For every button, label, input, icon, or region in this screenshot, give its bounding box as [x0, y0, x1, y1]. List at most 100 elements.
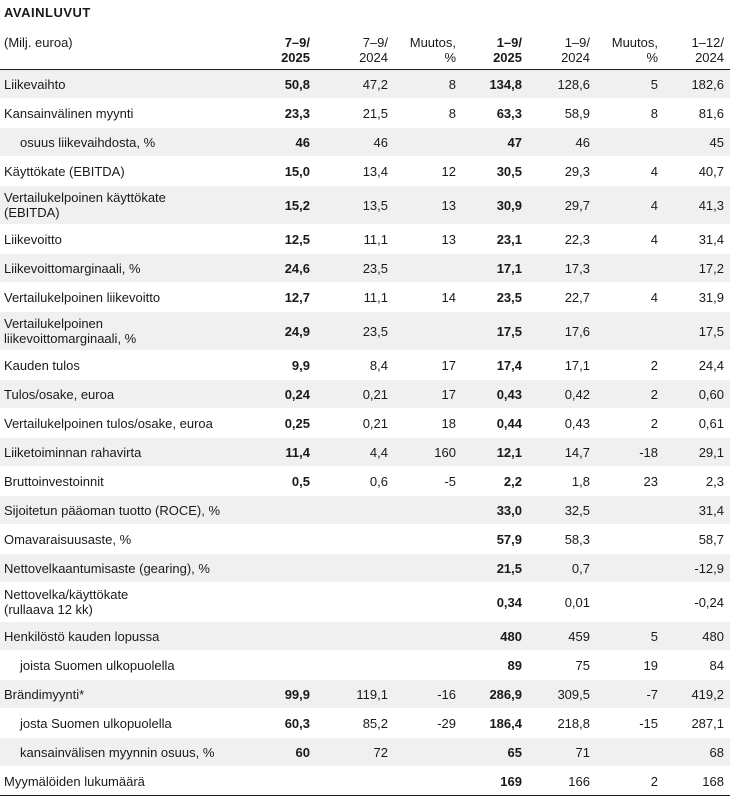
table-cell: 12,7 [258, 282, 316, 312]
table-cell: 58,9 [528, 98, 596, 128]
table-cell [316, 553, 394, 583]
table-cell: -15 [596, 708, 664, 738]
table-cell: 287,1 [664, 708, 730, 738]
table-row: joista Suomen ulkopuolella 89 75 19 84 [0, 650, 730, 680]
table-cell: 309,5 [528, 679, 596, 709]
table-cell: 2 [596, 766, 664, 796]
table-cell: 30,9 [462, 185, 528, 225]
table-row: Vertailukelpoinen liikevoittomarginaali, … [0, 311, 730, 351]
table-cell: 5 [596, 69, 664, 99]
table-cell [258, 621, 316, 651]
table-cell: 4 [596, 156, 664, 186]
row-label: Liiketoiminnan rahavirta [0, 437, 258, 467]
table-cell: 9,9 [258, 350, 316, 380]
table-cell: 17,4 [462, 350, 528, 380]
table-cell: 480 [462, 621, 528, 651]
row-label: Sijoitetun pääoman tuotto (ROCE), % [0, 495, 258, 525]
table-row: Nettovelka/käyttökate (rullaava 12 kk) 0,3… [0, 582, 730, 622]
table-cell: 286,9 [462, 679, 528, 709]
table-cell: 0,43 [528, 408, 596, 438]
key-figures-table: (Milj. euroa) 7–9/2025 7–9/2024 Muutos,%… [0, 33, 730, 796]
table-cell: 29,7 [528, 185, 596, 225]
table-cell [596, 495, 664, 525]
row-label: Nettovelkaantumisaste (gearing), % [0, 553, 258, 583]
col-header-change-q3: Muutos,% [394, 33, 462, 70]
table-row: Liiketoiminnan rahavirta 11,4 4,4 160 12,1 14… [0, 437, 730, 467]
table-cell: 2 [596, 379, 664, 409]
table-cell: 182,6 [664, 69, 730, 99]
table-cell [316, 582, 394, 622]
table-row: Liikevoittomarginaali, % 24,6 23,5 17,1 17,3… [0, 253, 730, 283]
table-cell: 0,61 [664, 408, 730, 438]
col-header-ytd-2025: 1–9/2025 [462, 33, 528, 70]
table-cell: 17,2 [664, 253, 730, 283]
table-row: Brändimyynti* 99,9 119,1 -16 286,9 309,5 -7 419… [0, 679, 730, 709]
table-cell: 8 [394, 98, 462, 128]
table-cell: 71 [528, 737, 596, 767]
table-row: Liikevaihto 50,8 47,2 8 134,8 128,6 5 182,6 [0, 69, 730, 99]
table-cell: 41,3 [664, 185, 730, 225]
table-cell: 2 [596, 350, 664, 380]
table-cell: 160 [394, 437, 462, 467]
table-row: Henkilöstö kauden lopussa 480 459 5 480 [0, 621, 730, 651]
table-cell [258, 524, 316, 554]
table-cell: 60,3 [258, 708, 316, 738]
table-cell: 0,21 [316, 408, 394, 438]
table-cell [258, 495, 316, 525]
table-cell: 12,5 [258, 224, 316, 254]
table-cell [394, 582, 462, 622]
table-cell: 23,1 [462, 224, 528, 254]
table-cell: 63,3 [462, 98, 528, 128]
table-cell: 13 [394, 185, 462, 225]
table-cell: 17,6 [528, 311, 596, 351]
col-header-ytd-2024: 1–9/2024 [528, 33, 596, 70]
table-cell: 65 [462, 737, 528, 767]
table-cell: 19 [596, 650, 664, 680]
header-row: (Milj. euroa) 7–9/2025 7–9/2024 Muutos,%… [0, 33, 730, 70]
table-cell [394, 495, 462, 525]
table-cell [394, 311, 462, 351]
table-cell: 31,9 [664, 282, 730, 312]
table-cell [394, 524, 462, 554]
table-cell: 17,5 [462, 311, 528, 351]
table-row: Vertailukelpoinen liikevoitto 12,7 11,1 14 2… [0, 282, 730, 312]
table-row: Tulos/osake, euroa 0,24 0,21 17 0,43 0,42 2 0,6… [0, 379, 730, 409]
table-cell: 60 [258, 737, 316, 767]
table-row: Kauden tulos 9,9 8,4 17 17,4 17,1 2 24,4 [0, 350, 730, 380]
table-cell [394, 253, 462, 283]
table-cell: 166 [528, 766, 596, 796]
row-label: Käyttökate (EBITDA) [0, 156, 258, 186]
row-label: Nettovelka/käyttökate (rullaava 12 kk) [0, 582, 258, 622]
table-cell: 0,21 [316, 379, 394, 409]
table-cell: 47 [462, 127, 528, 157]
table-cell: 13,5 [316, 185, 394, 225]
table-cell: 4 [596, 282, 664, 312]
table-row: kansainvälisen myynnin osuus, % 60 72 65 71 6… [0, 737, 730, 767]
table-cell: 1,8 [528, 466, 596, 496]
table-cell: 47,2 [316, 69, 394, 99]
table-cell: 17,5 [664, 311, 730, 351]
table-cell: 58,3 [528, 524, 596, 554]
table-cell: 18 [394, 408, 462, 438]
row-label: Myymälöiden lukumäärä [0, 766, 258, 796]
table-cell: 13 [394, 224, 462, 254]
table-cell: 12 [394, 156, 462, 186]
table-row: Sijoitetun pääoman tuotto (ROCE), % 33,0 3… [0, 495, 730, 525]
row-label: josta Suomen ulkopuolella [0, 708, 258, 738]
table-cell: 459 [528, 621, 596, 651]
table-cell: 24,6 [258, 253, 316, 283]
table-cell [596, 253, 664, 283]
table-cell: 168 [664, 766, 730, 796]
table-cell: 0,43 [462, 379, 528, 409]
table-cell: 14,7 [528, 437, 596, 467]
table-cell [394, 650, 462, 680]
table-cell: 33,0 [462, 495, 528, 525]
table-cell: 2,3 [664, 466, 730, 496]
table-row: Käyttökate (EBITDA) 15,0 13,4 12 30,5 29,3 4 40… [0, 156, 730, 186]
table-cell [394, 553, 462, 583]
row-label: kansainvälisen myynnin osuus, % [0, 737, 258, 767]
table-cell: 21,5 [316, 98, 394, 128]
table-cell: 23 [596, 466, 664, 496]
row-label: Liikevaihto [0, 69, 258, 99]
table-cell: 46 [258, 127, 316, 157]
